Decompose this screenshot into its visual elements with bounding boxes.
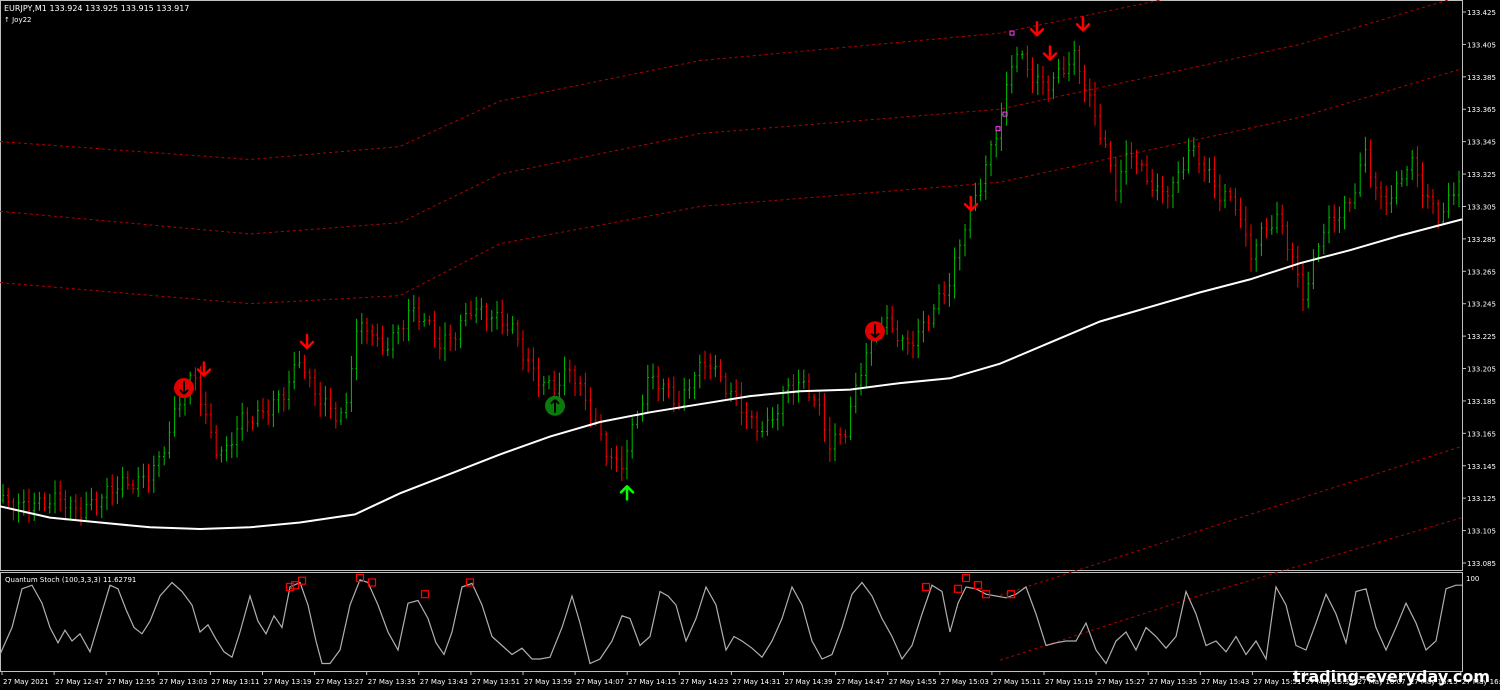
x-tick-label: 27 May 13:19 bbox=[264, 678, 312, 686]
symbol-header: EURJPY,M1 133.924 133.925 133.915 133.91… bbox=[4, 4, 189, 13]
buy-arrow-icon bbox=[619, 485, 635, 501]
x-tick-label: 27 May 15:27 bbox=[1097, 678, 1145, 686]
sell-arrow-icon bbox=[963, 195, 979, 212]
envelope-band bbox=[999, 517, 1463, 661]
stoch-marker bbox=[285, 582, 295, 592]
envelope-band bbox=[0, 0, 1450, 235]
x-tick-label: 27 May 14:31 bbox=[732, 678, 780, 686]
envelope-band bbox=[0, 0, 1164, 161]
x-tick-label: 27 May 12:47 bbox=[55, 678, 103, 686]
indicator-label: ↑ Joy22 bbox=[4, 16, 32, 24]
sell-circle-glyph bbox=[870, 324, 880, 338]
watermark: trading-everyday.com bbox=[1292, 667, 1490, 686]
signal-markers bbox=[174, 16, 1091, 501]
x-tick-label: 27 May 16:15 bbox=[1410, 678, 1458, 686]
x-tick-label: 27 May 14:55 bbox=[889, 678, 937, 686]
stoch-line bbox=[0, 579, 1462, 665]
stoch-marker bbox=[355, 573, 365, 583]
y-tick-label: 133.405 bbox=[1467, 41, 1496, 49]
y-tick-label: 133.085 bbox=[1467, 560, 1496, 568]
x-tick-label: 27 May 13:35 bbox=[368, 678, 416, 686]
y-tick-label: 133.105 bbox=[1467, 528, 1496, 536]
magenta-marker bbox=[1002, 111, 1008, 117]
x-tick-label: 27 May 14:47 bbox=[837, 678, 885, 686]
x-tick-label: 27 May 13:59 bbox=[524, 678, 572, 686]
stoch-marker bbox=[465, 578, 475, 587]
stoch-marker bbox=[1006, 590, 1016, 599]
x-tick-label: 27 May 14:23 bbox=[680, 678, 728, 686]
stoch-marker bbox=[367, 578, 377, 587]
y-tick-label: 133.265 bbox=[1467, 268, 1496, 276]
y-tick-label: 133.385 bbox=[1467, 74, 1496, 82]
stoch-marker bbox=[420, 590, 430, 599]
envelope-band bbox=[0, 68, 1463, 305]
x-tick-label: 27 May 2021 bbox=[3, 678, 49, 686]
subwindow-max-label: 100 bbox=[1466, 575, 1479, 583]
buy-circle-glyph bbox=[550, 399, 560, 413]
sell-arrow-icon bbox=[299, 333, 315, 350]
x-tick-label: 27 May 16: bbox=[1462, 678, 1500, 686]
y-tick-label: 133.125 bbox=[1467, 495, 1496, 503]
sell-circle-glyph bbox=[179, 380, 189, 395]
envelope-band bbox=[999, 445, 1463, 596]
y-tick-label: 133.185 bbox=[1467, 398, 1496, 406]
x-tick-label: 27 May 15:43 bbox=[1201, 678, 1249, 686]
x-tick-label: 27 May 15:03 bbox=[941, 678, 989, 686]
y-tick-label: 133.305 bbox=[1467, 204, 1496, 212]
stoch-marker bbox=[953, 584, 963, 593]
x-tick-label: 27 May 15:11 bbox=[993, 678, 1041, 686]
main-window-frame bbox=[0, 0, 1463, 571]
x-tick-label: 27 May 14:07 bbox=[576, 678, 624, 686]
x-tick-label: 27 May 15:35 bbox=[1149, 678, 1197, 686]
x-tick-label: 27 May 14:15 bbox=[628, 678, 676, 686]
x-tick-label: 27 May 13:43 bbox=[420, 678, 468, 686]
envelope-bands bbox=[0, 0, 1463, 661]
x-tick-label: 27 May 15:59 bbox=[1306, 678, 1354, 686]
y-tick-label: 133.365 bbox=[1467, 106, 1496, 114]
y-tick-label: 133.145 bbox=[1467, 463, 1496, 471]
x-tick-label: 27 May 14:39 bbox=[785, 678, 833, 686]
x-tick-label: 27 May 13:03 bbox=[159, 678, 207, 686]
x-tick-label: 27 May 13:11 bbox=[211, 678, 259, 686]
stoch-marker bbox=[297, 576, 307, 585]
y-tick-label: 133.345 bbox=[1467, 139, 1496, 147]
x-tick-label: 27 May 13:27 bbox=[316, 678, 364, 686]
time-axis: 27 May 2021 27 May 12:47 27 May 12:55 27 Ma… bbox=[1, 671, 1500, 686]
stoch-marker bbox=[981, 590, 991, 599]
sell-arrow-icon bbox=[1042, 45, 1058, 61]
sell-arrow-icon bbox=[1029, 20, 1045, 37]
y-tick-label: 133.225 bbox=[1467, 333, 1496, 341]
moving-average-line bbox=[0, 218, 1463, 531]
magenta-marker bbox=[995, 126, 1001, 132]
sell-arrow-icon bbox=[196, 361, 212, 377]
quantum-stoch-series bbox=[0, 573, 1462, 665]
subwindow-title: Quantum Stoch (100,3,3,3) 11.62791 bbox=[5, 576, 136, 584]
stoch-marker bbox=[961, 573, 971, 583]
y-tick-label: 133.325 bbox=[1467, 171, 1496, 179]
y-tick-label: 133.165 bbox=[1467, 430, 1496, 438]
x-tick-label: 27 May 13:51 bbox=[472, 678, 520, 686]
x-tick-label: 27 May 12:55 bbox=[107, 678, 155, 686]
y-tick-label: 133.285 bbox=[1467, 236, 1496, 244]
price-axis: 133.425 133.405 133.385 133.365 133.345 133.3… bbox=[1462, 9, 1496, 568]
y-tick-label: 133.245 bbox=[1467, 301, 1496, 309]
x-tick-label: 27 May 15:19 bbox=[1045, 678, 1093, 686]
y-tick-label: 133.425 bbox=[1467, 9, 1496, 17]
magenta-marker bbox=[1009, 30, 1015, 36]
stoch-marker bbox=[973, 581, 983, 590]
x-tick-label: 27 May 15:51 bbox=[1253, 678, 1301, 686]
moving-average bbox=[0, 218, 1463, 531]
x-tick-label: 27 May 16:07 bbox=[1358, 678, 1406, 686]
stoch-marker bbox=[921, 582, 931, 592]
stoch-marker bbox=[290, 581, 300, 590]
candlestick-series bbox=[1, 40, 1461, 526]
y-tick-label: 133.205 bbox=[1467, 366, 1496, 374]
sell-arrow-icon bbox=[1075, 16, 1091, 32]
